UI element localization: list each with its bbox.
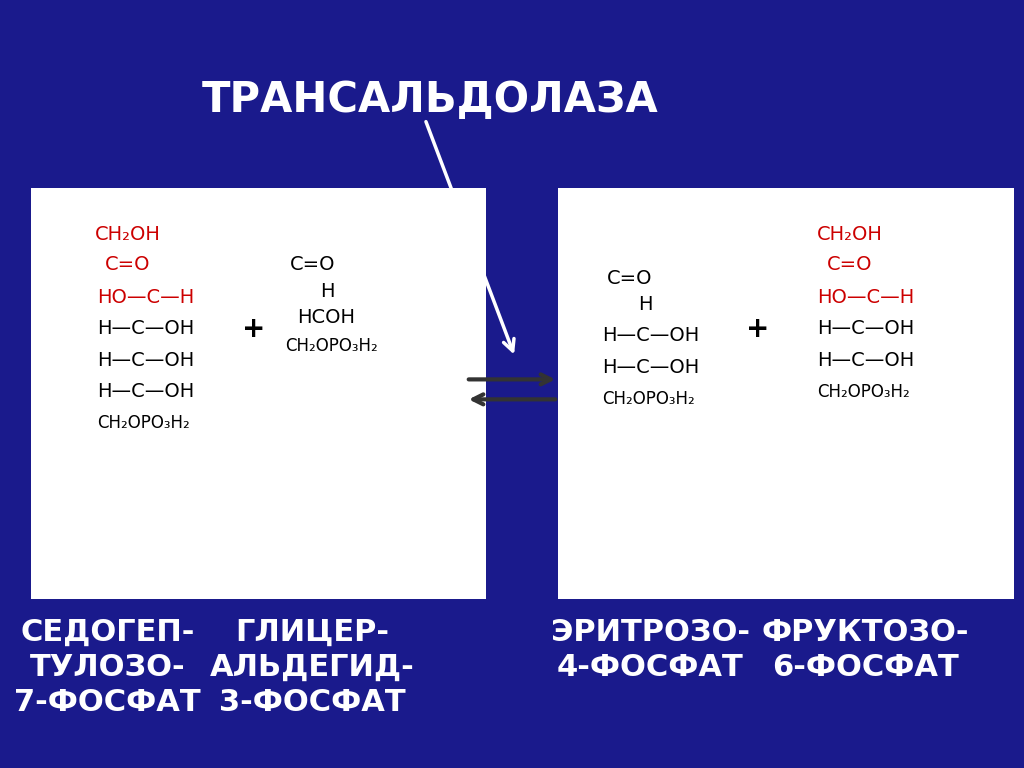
Text: H—C—OH: H—C—OH bbox=[602, 358, 699, 376]
Text: ФРУКТОЗО-
6-ФОСФАТ: ФРУКТОЗО- 6-ФОСФАТ bbox=[762, 618, 969, 682]
Text: C=O: C=O bbox=[827, 256, 872, 274]
Text: C=O: C=O bbox=[105, 256, 151, 274]
Text: C=O: C=O bbox=[290, 256, 335, 274]
Text: CH₂OPO₃H₂: CH₂OPO₃H₂ bbox=[602, 389, 695, 408]
Text: ЭРИТРОЗО-
4-ФОСФАТ: ЭРИТРОЗО- 4-ФОСФАТ bbox=[551, 618, 750, 682]
Text: +: + bbox=[243, 315, 265, 343]
Text: CH₂OPO₃H₂: CH₂OPO₃H₂ bbox=[285, 337, 378, 356]
Text: H—C—OH: H—C—OH bbox=[817, 319, 914, 338]
Bar bbox=[31, 188, 486, 599]
Bar bbox=[558, 188, 1014, 599]
Text: H: H bbox=[321, 282, 335, 300]
Text: H—C—OH: H—C—OH bbox=[97, 351, 195, 369]
Text: HO—C—H: HO—C—H bbox=[817, 288, 914, 306]
Text: H: H bbox=[638, 295, 652, 313]
Text: CH₂OPO₃H₂: CH₂OPO₃H₂ bbox=[817, 382, 910, 401]
Text: CH₂OH: CH₂OH bbox=[817, 225, 883, 243]
Text: +: + bbox=[746, 315, 769, 343]
Text: H—C—OH: H—C—OH bbox=[817, 351, 914, 369]
Text: CH₂OPO₃H₂: CH₂OPO₃H₂ bbox=[97, 414, 190, 432]
Text: ГЛИЦЕР-
АЛЬДЕГИД-
3-ФОСФАТ: ГЛИЦЕР- АЛЬДЕГИД- 3-ФОСФАТ bbox=[210, 618, 415, 717]
Text: ТРАНСАЛЬДОЛАЗА: ТРАНСАЛЬДОЛАЗА bbox=[202, 79, 658, 121]
Text: H—C—OH: H—C—OH bbox=[97, 319, 195, 338]
Text: HCOH: HCOH bbox=[297, 308, 355, 326]
Text: C=O: C=O bbox=[607, 269, 652, 287]
Text: HO—C—H: HO—C—H bbox=[97, 288, 195, 306]
Text: CH₂OH: CH₂OH bbox=[95, 225, 161, 243]
Text: H—C—OH: H—C—OH bbox=[602, 326, 699, 345]
Text: СЕДОГЕП-
ТУЛОЗО-
7-ФОСФАТ: СЕДОГЕП- ТУЛОЗО- 7-ФОСФАТ bbox=[14, 618, 201, 717]
Text: H—C—OH: H—C—OH bbox=[97, 382, 195, 401]
